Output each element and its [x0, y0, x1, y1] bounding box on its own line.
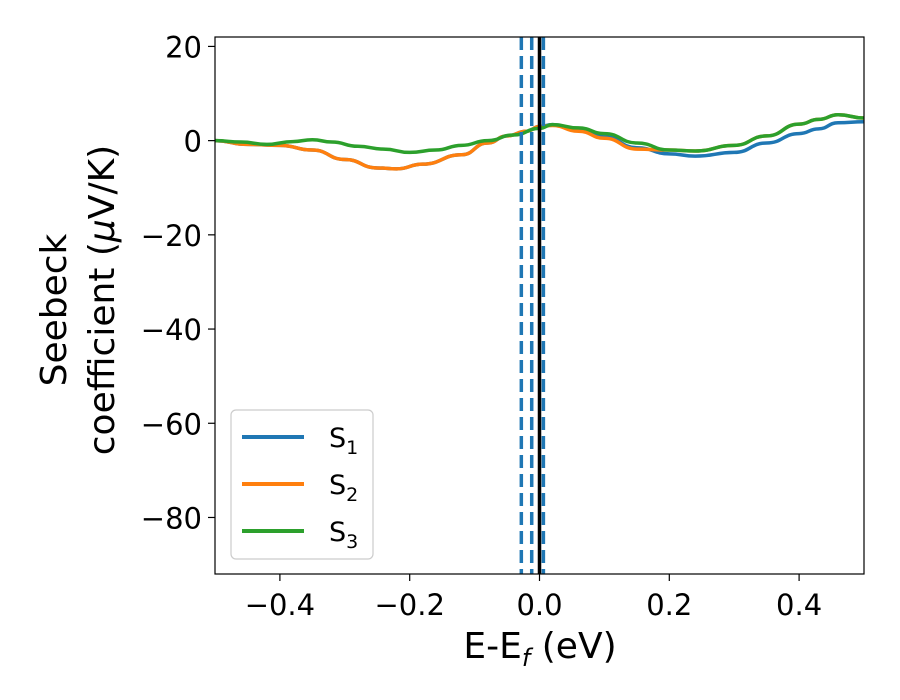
legend: S1 S2 S3 [230, 409, 374, 560]
x-tick-label: 0.4 [776, 588, 822, 622]
x-axis-label-suffix: (eV) [530, 626, 616, 667]
reference-lines [519, 37, 546, 574]
x-axis-ticks: −0.4 −0.2 0.0 0.2 0.4 [245, 574, 822, 622]
y-tick-label: −40 [141, 313, 202, 347]
y-axis-label-line2: coefficient (μV/K) [82, 145, 123, 455]
x-tick-label: 0.2 [646, 588, 692, 622]
legend-label-s1: S1 [329, 423, 358, 459]
legend-label-s2: S2 [329, 470, 358, 506]
x-axis-label-main: E-E [463, 626, 521, 667]
y-axis-ticks: 20 0 −20 −40 −60 −80 [141, 30, 215, 535]
series-line-s3 [214, 112, 865, 155]
x-tick-label: −0.2 [374, 588, 444, 622]
x-tick-label: 0.0 [516, 588, 562, 622]
y-tick-label: −20 [141, 219, 202, 253]
y-tick-label: −60 [141, 407, 202, 441]
x-axis-label: E-Ef (eV) [463, 626, 616, 672]
y-tick-label: 20 [165, 30, 202, 64]
y-tick-label: 0 [184, 125, 202, 159]
y-axis-label-line1: Seebeck [34, 233, 75, 386]
y-tick-label: −80 [141, 501, 202, 535]
x-tick-label: −0.4 [245, 588, 315, 622]
legend-label-s3: S3 [329, 517, 358, 553]
y-axis-label: Seebeck coefficient (μV/K) [34, 145, 123, 455]
